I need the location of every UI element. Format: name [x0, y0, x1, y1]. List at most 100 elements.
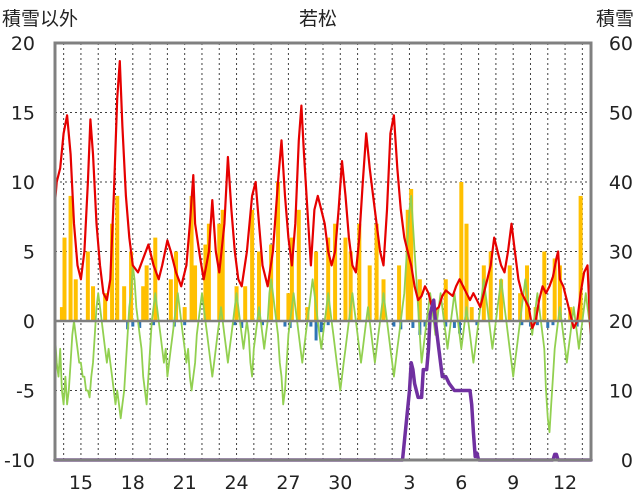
sunshine-bar — [343, 237, 348, 321]
x-tick-label: 21 — [173, 472, 197, 494]
lines-layer — [53, 59, 593, 462]
sunshine-bar — [348, 251, 353, 321]
sunshine-bar — [314, 251, 319, 321]
humidity-index-line — [54, 194, 592, 434]
x-tick-label: 15 — [69, 472, 93, 494]
x-tick-label: 12 — [553, 472, 577, 494]
left-tick-label: 5 — [23, 242, 35, 264]
precipitation-bar — [452, 321, 456, 328]
precipitation-bar — [475, 321, 479, 326]
left-tick-label: -5 — [16, 381, 35, 403]
sunshine-bar — [459, 182, 464, 321]
x-tick-label: 9 — [507, 472, 519, 494]
sunshine-bar — [333, 223, 338, 321]
sunshine-bar — [499, 279, 504, 321]
right-tick-label: 60 — [609, 33, 633, 55]
precipitation-bar — [240, 321, 244, 328]
sunshine-bar — [141, 286, 146, 321]
sunshine-bar — [59, 307, 64, 321]
right-tick-label: 30 — [609, 242, 633, 264]
right-axis-label: 積雪 — [596, 8, 634, 30]
precipitation-bar — [520, 321, 524, 326]
x-tick-label: 6 — [455, 472, 467, 494]
sunshine-bar — [289, 237, 294, 321]
left-tick-label: -10 — [4, 450, 35, 472]
sunshine-bar — [153, 237, 158, 321]
sunshine-bar — [488, 251, 493, 321]
sunshine-bar — [193, 265, 198, 321]
plot-frame — [53, 41, 593, 462]
sunshine-bar — [357, 223, 362, 321]
sunshine-bar — [122, 286, 127, 321]
sunshine-bar — [257, 251, 262, 321]
sunshine-bar — [182, 307, 187, 321]
precipitation-bar — [575, 321, 579, 327]
sunshine-bar — [203, 244, 208, 321]
sunshine-bar — [144, 265, 149, 321]
sunshine-bar — [91, 286, 96, 321]
sunshine-bar — [286, 293, 291, 321]
sunshine-bar — [507, 265, 512, 321]
x-tick-label: 27 — [276, 472, 300, 494]
sunshine-bar — [206, 223, 211, 321]
sunshine-bar — [397, 265, 402, 321]
sunshine-bar — [552, 258, 557, 321]
sunshine-bar — [189, 195, 194, 321]
grid — [55, 43, 591, 460]
precipitation-bar — [458, 321, 462, 334]
x-tick-label: 30 — [328, 472, 352, 494]
precipitation-bar — [551, 321, 555, 326]
sunshine-bar — [103, 293, 108, 321]
sunshine-bar — [243, 286, 248, 321]
precipitation-bar — [233, 321, 237, 326]
precipitation-bar — [319, 321, 323, 333]
temperature-line — [53, 59, 593, 346]
precipitation-bar — [411, 321, 415, 328]
sunshine-bar — [174, 251, 179, 321]
precipitation-bar — [260, 321, 264, 326]
left-tick-label: 0 — [23, 311, 35, 333]
sunshine-bar — [220, 209, 225, 321]
precipitation-bar — [314, 321, 318, 341]
chart-title: 若松 — [299, 8, 337, 30]
sunshine-bar — [367, 265, 372, 321]
sunshine-bar — [73, 279, 78, 321]
right-tick-label: 40 — [609, 172, 633, 194]
sunshine-bar — [578, 195, 583, 321]
sunshine-bar — [326, 237, 331, 321]
x-tick-label: 24 — [224, 472, 248, 494]
precipitation-bar — [283, 321, 287, 327]
precipitation-bar — [546, 321, 550, 328]
left-tick-label: 15 — [11, 103, 35, 125]
sunshine-bar — [417, 279, 422, 321]
right-tick-label: 10 — [609, 381, 633, 403]
precipitation-bar — [444, 321, 448, 327]
sunshine-bar — [250, 209, 255, 321]
sunshine-bar — [168, 279, 173, 321]
right-tick-label: 20 — [609, 311, 633, 333]
precipitation-bar — [183, 321, 187, 326]
sunshine-bar — [115, 195, 120, 321]
sunshine-bar — [443, 279, 448, 321]
x-tick-label: 3 — [403, 472, 415, 494]
sunshine-bar — [464, 223, 469, 321]
precipitation-bar — [423, 321, 427, 327]
sunshine-bar — [62, 237, 67, 321]
axes-layer: -10 -5 0 5 10 15 20 0 10 20 30 40 50 60 15 18 21 24 27 30 3 6… — [4, 33, 633, 494]
sunshine-bar — [542, 251, 547, 321]
sunshine-bar — [469, 307, 474, 321]
left-axis-label: 積雪以外 — [2, 8, 78, 30]
sunshine-bar — [68, 195, 73, 321]
precipitation-bar — [309, 321, 313, 327]
sunshine-bar — [296, 209, 301, 321]
precipitation-bar — [535, 321, 539, 326]
precipitation-bar — [152, 321, 156, 326]
left-tick-label: 10 — [11, 172, 35, 194]
precipitation-bar — [131, 321, 135, 327]
precipitation-bar — [392, 321, 396, 327]
sunshine-bar — [234, 286, 239, 321]
left-tick-label: 20 — [11, 33, 35, 55]
sunshine-bar — [405, 209, 410, 321]
sunshine-bar — [110, 223, 115, 321]
